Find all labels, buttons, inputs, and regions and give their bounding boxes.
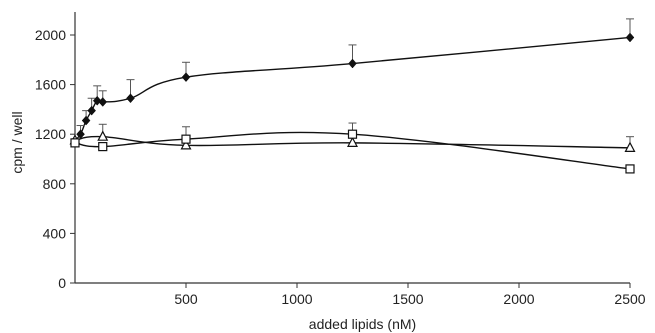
axes: 0 400 800 1200 1600 2000 500 1000 1500 2000 2500 <box>35 12 646 307</box>
x-tick-label: 2000 <box>503 291 534 307</box>
x-tick-label: 1000 <box>281 291 312 307</box>
series-layer <box>71 19 635 173</box>
data-point-diamond <box>349 59 357 68</box>
data-point-square <box>349 130 357 138</box>
y-tick-label: 1600 <box>35 77 66 93</box>
y-axis-title: cpm / well <box>9 111 25 173</box>
x-tick-label: 500 <box>174 291 198 307</box>
y-tick-label: 400 <box>43 225 67 241</box>
x-axis-title: added lipids (nM) <box>309 316 416 332</box>
data-point-triangle <box>348 138 357 147</box>
x-tick-label: 2500 <box>614 291 645 307</box>
data-point-square <box>626 165 634 173</box>
y-tick-label: 1200 <box>35 126 66 142</box>
y-tick-label: 2000 <box>35 27 66 43</box>
data-point-square <box>71 139 79 147</box>
y-tick-label: 800 <box>43 176 67 192</box>
data-point-square <box>182 135 190 143</box>
data-point-diamond <box>127 94 135 103</box>
data-point-diamond <box>626 33 634 42</box>
data-point-square <box>99 143 107 151</box>
data-point-diamond <box>82 116 90 125</box>
data-point-diamond <box>88 106 96 115</box>
y-tick-label: 0 <box>58 275 66 291</box>
series-open-square <box>71 123 634 173</box>
data-point-diamond <box>99 97 107 106</box>
x-tick-label: 1500 <box>392 291 423 307</box>
data-point-diamond <box>182 73 190 82</box>
